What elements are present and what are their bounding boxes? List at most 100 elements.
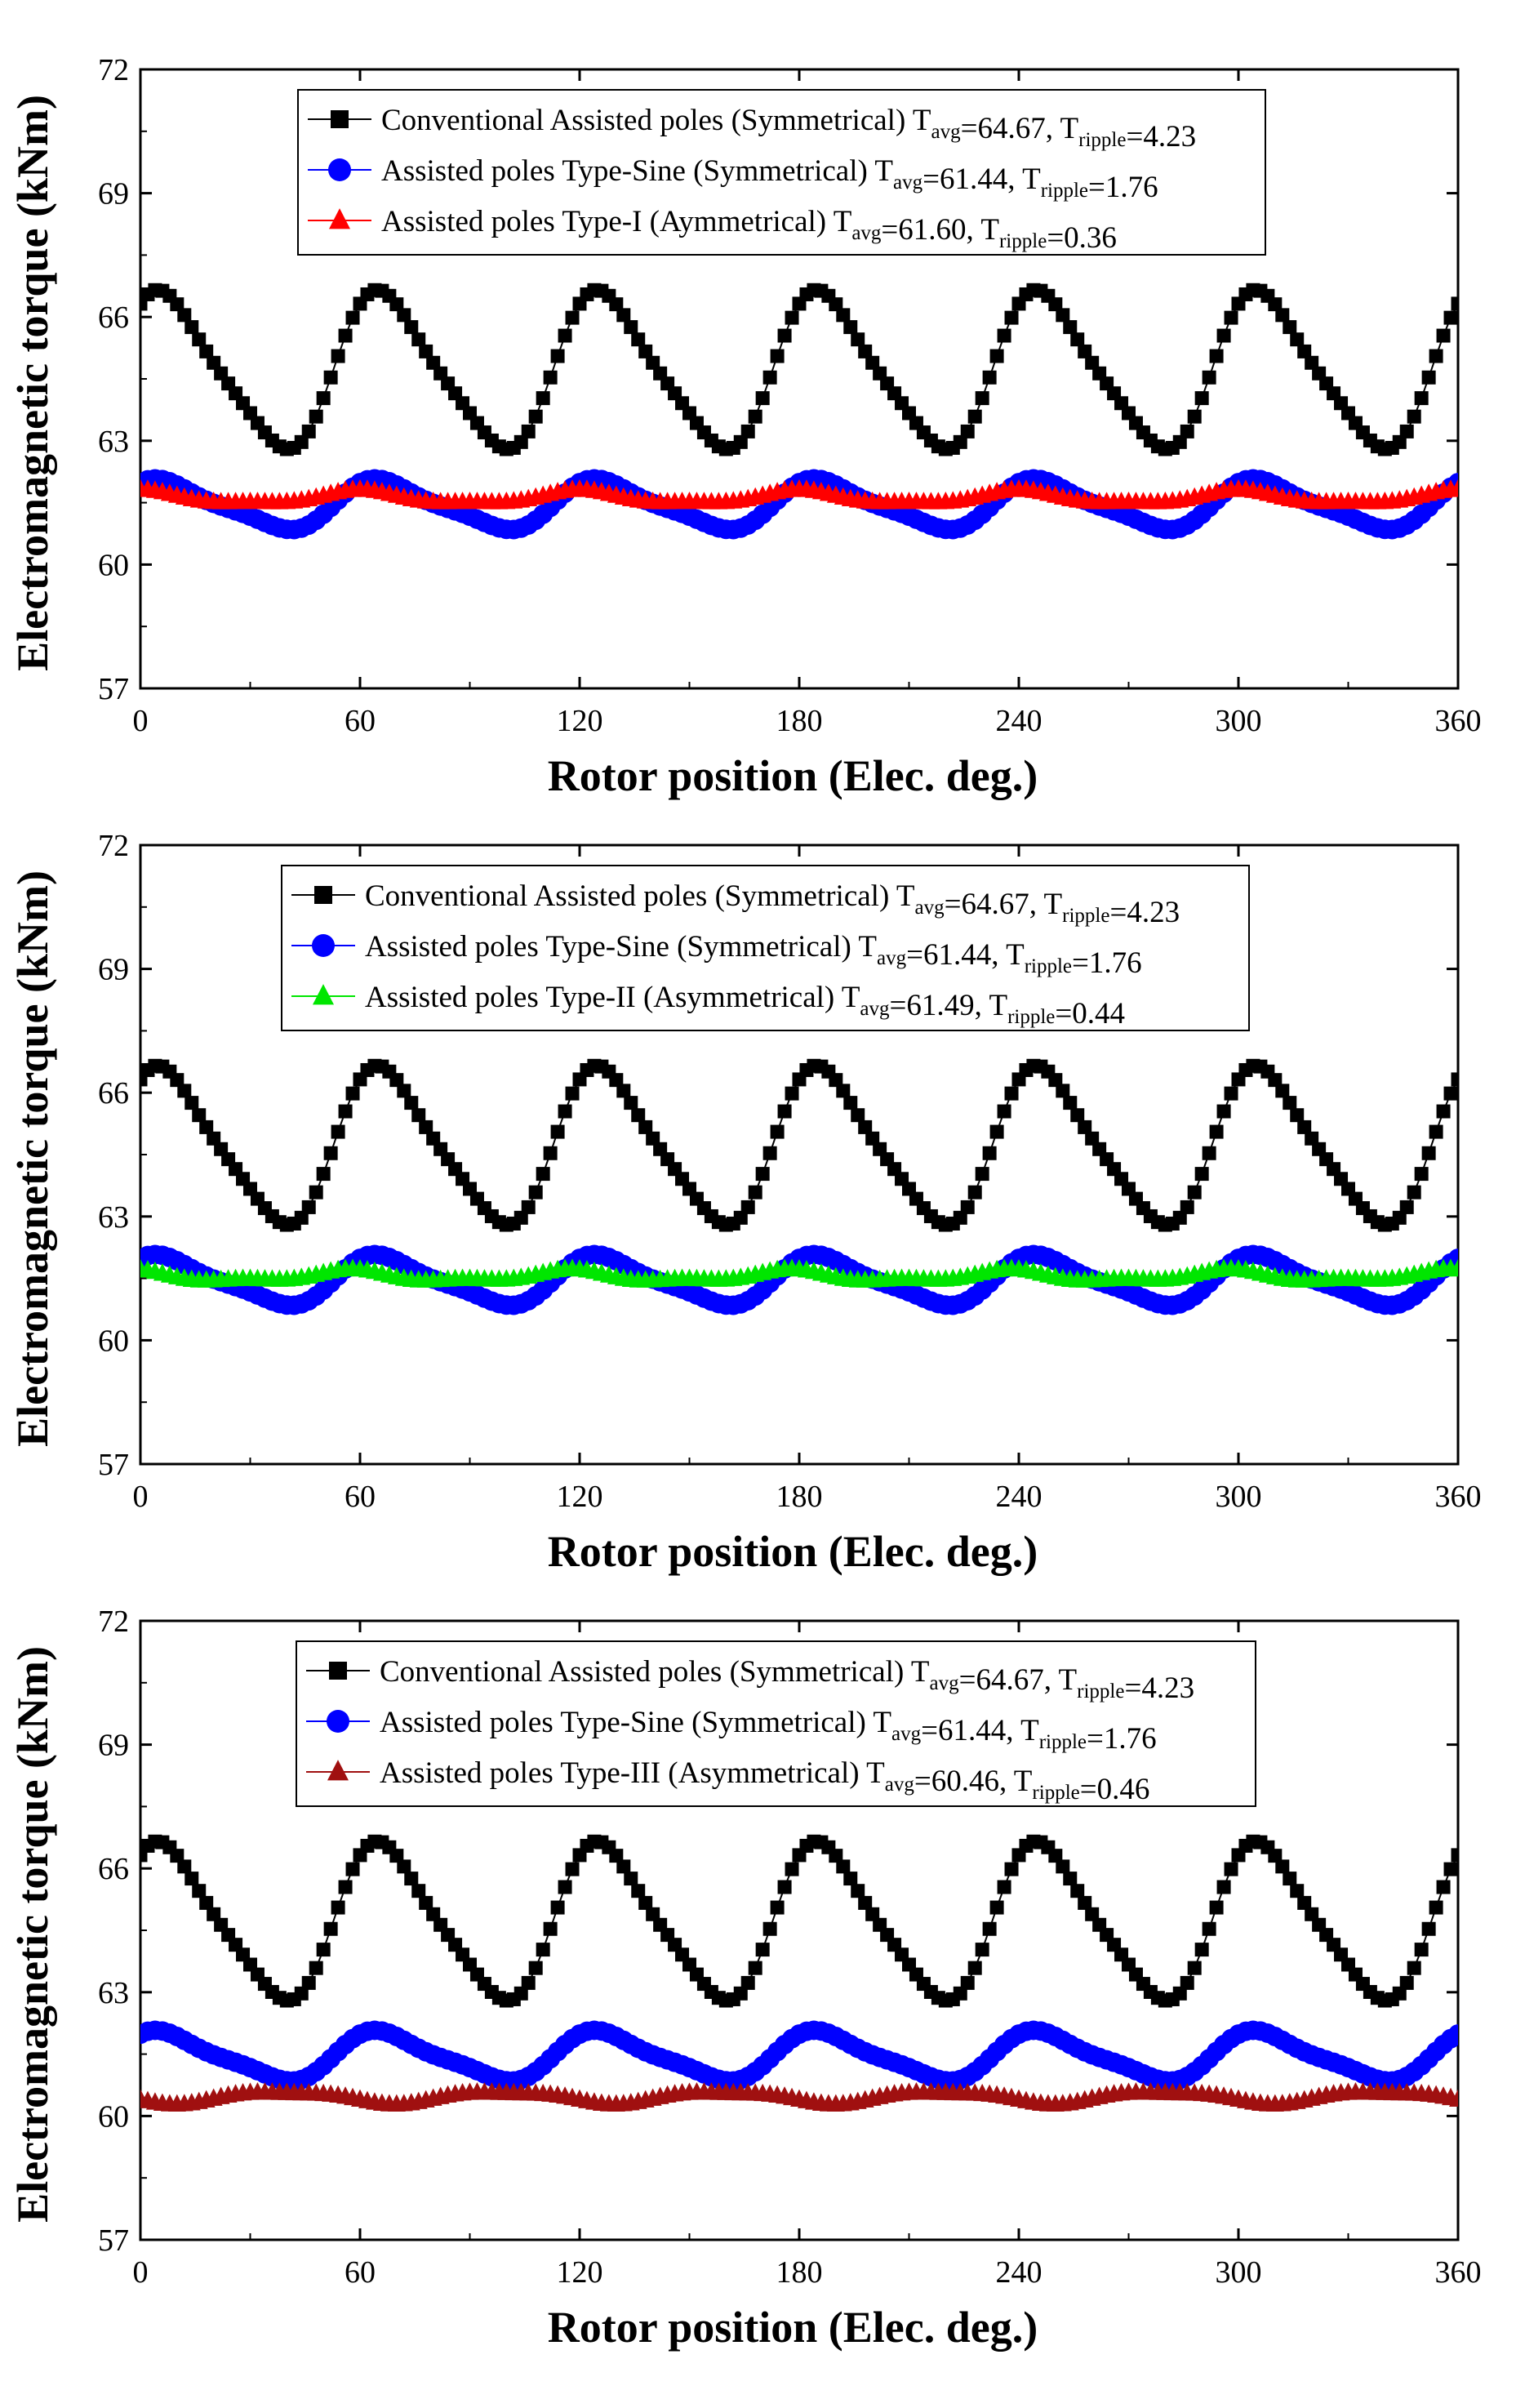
data-point [1048,297,1063,312]
data-point [785,1862,799,1876]
data-point [1414,391,1429,406]
data-point [543,1146,558,1160]
data-point [207,355,221,370]
data-point [1305,1907,1319,1921]
data-point [1275,1859,1290,1874]
data-point [301,1975,316,1990]
data-point [1451,296,1458,311]
data-point [1216,328,1231,343]
data-point [624,1096,638,1111]
data-point [829,1073,843,1088]
data-point [389,297,404,312]
data-point [338,1880,353,1894]
data-point [967,1185,982,1200]
series-1 [140,283,1458,456]
legend-text-part: Assisted poles Type-Sine (Symmetrical) T [365,930,877,964]
data-point [397,1084,411,1098]
data-point [397,1859,411,1874]
data-point [631,332,646,347]
data-point [331,1900,345,1915]
data-point [1421,1146,1436,1160]
legend-text-part: Conventional Assisted poles (Symmetrical… [365,879,914,913]
data-point [616,1084,631,1098]
legend-item-2: Assisted poles Type-Sine (Symmetrical) T… [308,154,1158,204]
legend-text-part: =0.46 [1080,1773,1150,1806]
data-point [558,1104,572,1119]
y-tick-label: 72 [98,53,129,87]
data-point [426,355,441,370]
data-point [829,1849,843,1863]
data-point [975,1943,989,1957]
data-point [770,1900,785,1915]
legend-item-1: Conventional Assisted poles (Symmetrical… [306,1655,1194,1705]
legend-item-3: Assisted poles Type-III (Asymmetrical) T… [306,1756,1149,1806]
legend-subscript: ripple [999,230,1047,252]
chart-1: 0 60 120 180 240 300 360 57 60 63 66 69 72 Rotor posi… [8,53,1482,800]
data-point [982,1921,997,1936]
data-point [748,409,762,424]
data-point [543,370,558,385]
x-tick-label: 300 [1216,704,1262,738]
x-tick-label: 180 [776,1480,823,1514]
data-point [419,1895,433,1910]
legend-subscript: avg [893,171,923,194]
y-tick-label: 63 [98,425,129,459]
series-1 [140,1834,1458,2008]
legend-text-part: =61.49, T [890,989,1008,1022]
data-point [1070,1108,1085,1123]
legend-text-part: =64.67, T [959,1663,1078,1697]
data-point [170,297,184,312]
x-tick-label: 300 [1216,2255,1262,2290]
data-point [1085,1131,1100,1146]
data-point [858,1119,873,1134]
data-point [1443,1086,1458,1101]
x-tick-label: 0 [133,1480,149,1514]
data-point [733,1986,748,2001]
legend-text-part: =61.44, T [922,162,1041,196]
data-point [836,308,851,323]
data-point [1407,409,1421,424]
data-point [609,1849,624,1863]
data-point [1216,1880,1231,1894]
legend-text-part: =4.23 [1126,120,1196,154]
data-point [843,1096,858,1111]
x-tick-label: 360 [1435,2255,1482,2290]
data-point [755,1167,770,1182]
y-tick-label: 72 [98,1605,129,1639]
data-point [199,1119,214,1134]
data-point [967,409,982,424]
data-point [631,1108,646,1123]
legend-box [297,89,1266,256]
data-point [294,434,309,449]
data-point [536,391,550,406]
data-point [1283,1096,1297,1111]
data-point [140,1072,148,1087]
x-axis-title: Rotor position (Elec. deg.) [548,2303,1038,2352]
x-tick-label: 360 [1435,1480,1482,1514]
legend-text-part: =0.44 [1055,997,1125,1030]
data-point [411,1884,426,1898]
data-point [609,297,624,312]
data-point [762,1146,777,1160]
series-3 [140,2082,1458,2112]
legend-subscript: ripple [1041,180,1088,202]
data-point [1180,1975,1194,1990]
legend-marker [313,984,334,1005]
x-tick-label: 240 [996,704,1043,738]
x-tick-label: 0 [133,704,149,738]
data-point [316,1167,331,1182]
data-point [1004,1862,1019,1876]
data-point [294,1210,309,1225]
data-point [1172,1986,1187,2001]
legend-label: Assisted poles Type-I (Aymmetrical) Tavg… [381,205,1117,255]
legend: Conventional Assisted poles (Symmetrical… [297,89,1266,256]
data-point [1216,1104,1231,1119]
data-point [301,424,316,438]
x-tick-label: 120 [557,704,603,738]
legend-box [296,1640,1256,1807]
data-point [1209,1900,1224,1915]
data-point [528,1961,543,1975]
legend-subscript: avg [877,947,907,969]
data-point [397,308,411,323]
